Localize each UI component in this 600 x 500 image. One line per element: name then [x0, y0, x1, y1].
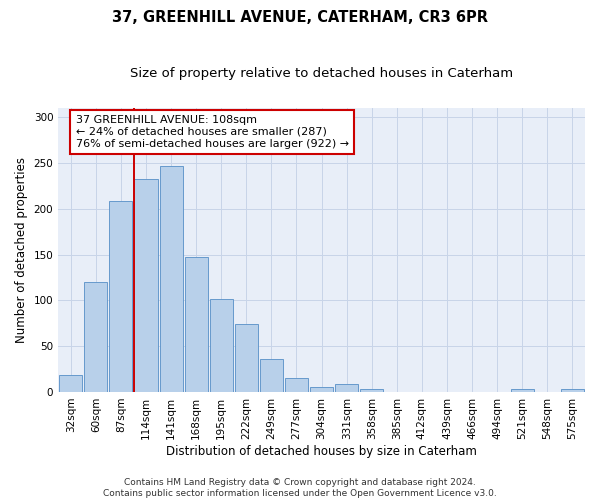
Text: Contains HM Land Registry data © Crown copyright and database right 2024.
Contai: Contains HM Land Registry data © Crown c…	[103, 478, 497, 498]
Bar	[134, 180, 158, 392]
Title: Size of property relative to detached houses in Caterham: Size of property relative to detached ho…	[130, 68, 513, 80]
Bar	[160, 166, 182, 392]
X-axis label: Distribution of detached houses by size in Caterham: Distribution of detached houses by size …	[166, 444, 477, 458]
Bar	[260, 359, 283, 392]
Bar	[209, 300, 233, 392]
Bar	[310, 388, 333, 392]
Bar	[185, 258, 208, 392]
Text: 37, GREENHILL AVENUE, CATERHAM, CR3 6PR: 37, GREENHILL AVENUE, CATERHAM, CR3 6PR	[112, 10, 488, 25]
Bar	[235, 324, 258, 392]
Bar	[285, 378, 308, 392]
Text: 37 GREENHILL AVENUE: 108sqm
← 24% of detached houses are smaller (287)
76% of se: 37 GREENHILL AVENUE: 108sqm ← 24% of det…	[76, 116, 349, 148]
Bar	[511, 389, 534, 392]
Bar	[59, 374, 82, 392]
Bar	[84, 282, 107, 392]
Bar	[360, 389, 383, 392]
Y-axis label: Number of detached properties: Number of detached properties	[15, 157, 28, 343]
Bar	[109, 200, 133, 392]
Bar	[335, 384, 358, 392]
Bar	[561, 389, 584, 392]
